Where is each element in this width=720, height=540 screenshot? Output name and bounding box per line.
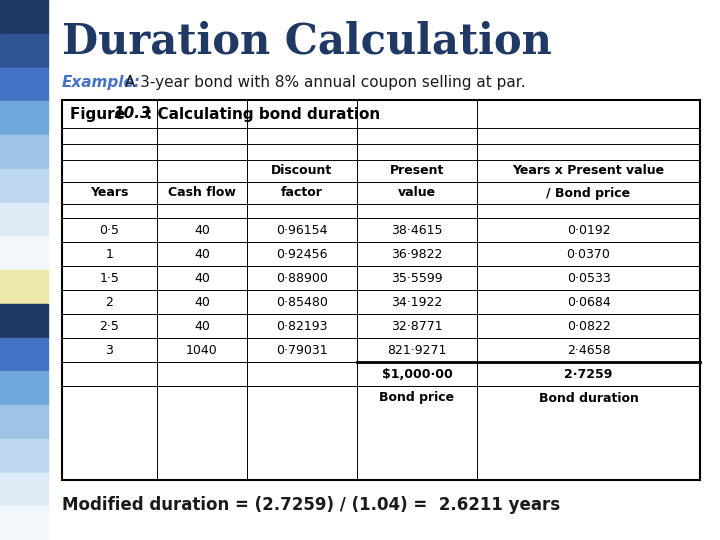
Text: $1,000·00: $1,000·00: [382, 368, 452, 381]
Text: 40: 40: [194, 295, 210, 308]
Text: Modified duration = (2.7259) / (1.04) =  2.6211 years: Modified duration = (2.7259) / (1.04) = …: [62, 496, 560, 514]
Bar: [0, 102, 48, 135]
Text: 0·5: 0·5: [99, 224, 120, 237]
Text: 2: 2: [106, 295, 114, 308]
Bar: [0, 0, 48, 33]
Bar: [0, 405, 48, 438]
Bar: [0, 338, 48, 372]
Text: 0·79031: 0·79031: [276, 343, 328, 356]
Text: factor: factor: [281, 186, 323, 199]
Text: 0·88900: 0·88900: [276, 272, 328, 285]
Bar: [0, 507, 48, 540]
Text: 32·8771: 32·8771: [391, 320, 443, 333]
Text: 0·0684: 0·0684: [567, 295, 611, 308]
Text: 40: 40: [194, 247, 210, 260]
Text: value: value: [398, 186, 436, 199]
Text: Figure: Figure: [70, 106, 130, 122]
Bar: [62, 100, 700, 480]
Text: 1·5: 1·5: [99, 272, 120, 285]
Text: 0·0192: 0·0192: [567, 224, 611, 237]
Text: Present: Present: [390, 165, 444, 178]
Text: 1040: 1040: [186, 343, 218, 356]
Text: 0·92456: 0·92456: [276, 247, 328, 260]
Text: Years x Present value: Years x Present value: [513, 165, 665, 178]
Text: 38·4615: 38·4615: [391, 224, 443, 237]
Text: 36·9822: 36·9822: [391, 247, 443, 260]
Text: 3: 3: [106, 343, 114, 356]
Text: Bond price: Bond price: [379, 392, 454, 404]
Text: 40: 40: [194, 320, 210, 333]
Text: Bond duration: Bond duration: [539, 392, 639, 404]
Text: A 3-year bond with 8% annual coupon selling at par.: A 3-year bond with 8% annual coupon sell…: [120, 75, 526, 90]
Bar: [0, 202, 48, 237]
Text: / Bond price: / Bond price: [546, 186, 631, 199]
Text: Cash flow: Cash flow: [168, 186, 236, 199]
Text: 35·5599: 35·5599: [391, 272, 443, 285]
Text: Duration Calculation: Duration Calculation: [62, 21, 552, 63]
Text: 0·82193: 0·82193: [276, 320, 328, 333]
Text: Discount: Discount: [271, 165, 333, 178]
Text: 40: 40: [194, 224, 210, 237]
Text: 1: 1: [106, 247, 114, 260]
Text: 0·0822: 0·0822: [567, 320, 611, 333]
Text: 0·0533: 0·0533: [567, 272, 611, 285]
Text: 0·0370: 0·0370: [567, 247, 611, 260]
Text: 2·7259: 2·7259: [564, 368, 613, 381]
Text: 40: 40: [194, 272, 210, 285]
Text: 0·96154: 0·96154: [276, 224, 328, 237]
Text: 821·9271: 821·9271: [387, 343, 446, 356]
Bar: [0, 168, 48, 202]
Bar: [0, 303, 48, 338]
Bar: [0, 33, 48, 68]
Text: 10.3: 10.3: [113, 106, 150, 122]
Bar: [0, 472, 48, 507]
Text: Years: Years: [90, 186, 129, 199]
Bar: [0, 438, 48, 472]
Text: 34·1922: 34·1922: [392, 295, 443, 308]
Bar: [0, 68, 48, 102]
Bar: [0, 372, 48, 405]
Text: 2·4658: 2·4658: [567, 343, 611, 356]
Bar: [0, 135, 48, 168]
Text: 0·85480: 0·85480: [276, 295, 328, 308]
Text: : Calculating bond duration: : Calculating bond duration: [146, 106, 380, 122]
Text: 2·5: 2·5: [99, 320, 120, 333]
Bar: [0, 237, 48, 270]
Text: Example:: Example:: [62, 75, 141, 90]
Bar: [0, 270, 48, 303]
